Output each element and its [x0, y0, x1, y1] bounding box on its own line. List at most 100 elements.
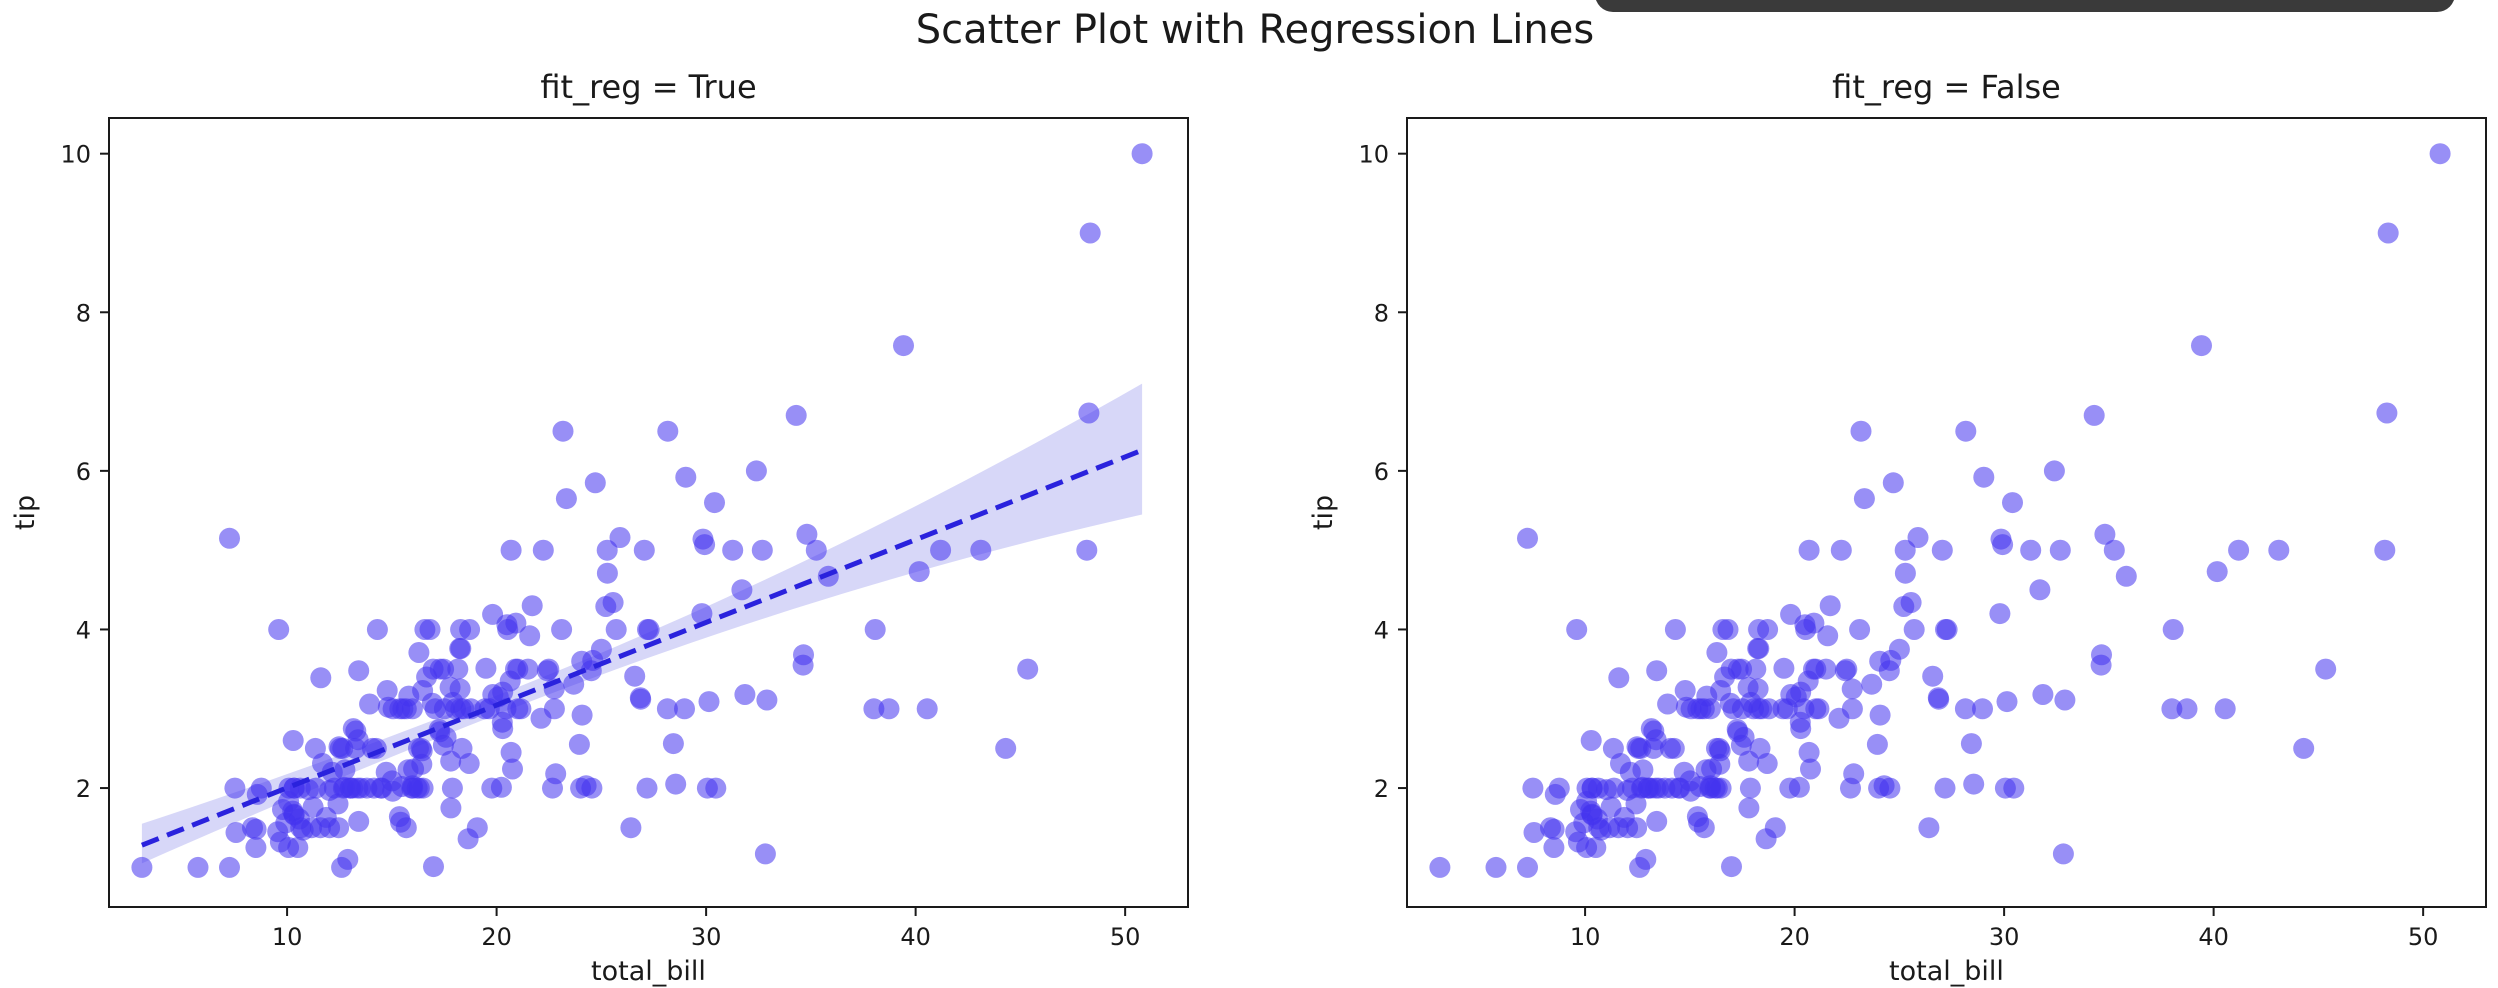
data-point	[1543, 818, 1565, 840]
data-point	[1429, 856, 1451, 878]
data-point	[1866, 733, 1888, 755]
data-point	[893, 335, 914, 357]
data-point	[675, 466, 697, 488]
data-point	[1710, 777, 1732, 799]
data-point	[1803, 612, 1825, 634]
x-tick-label: 40	[2198, 923, 2229, 951]
data-point	[1996, 691, 2018, 713]
y-tick-label: 6	[1374, 458, 1389, 486]
y-tick-label: 10	[1358, 141, 1389, 169]
data-point	[656, 698, 678, 720]
data-point	[2091, 644, 2112, 666]
data-point	[1721, 856, 1742, 878]
data-point	[441, 777, 463, 799]
data-point	[366, 619, 388, 640]
y-tick-label: 10	[60, 141, 91, 169]
data-point	[187, 856, 209, 878]
data-point	[1635, 848, 1657, 870]
data-point	[1523, 822, 1545, 843]
data-point	[734, 684, 756, 705]
data-point	[630, 688, 652, 710]
data-point	[475, 657, 497, 679]
y-tick-label: 6	[76, 458, 91, 486]
data-point	[1819, 595, 1841, 617]
data-point	[665, 773, 687, 795]
data-point	[225, 822, 247, 843]
data-point	[620, 817, 642, 839]
data-point	[2002, 492, 2023, 514]
data-point	[1830, 539, 1852, 561]
data-point	[1841, 678, 1863, 700]
data-point	[423, 856, 444, 878]
y-tick-label: 4	[1374, 616, 1389, 644]
data-point	[376, 680, 398, 701]
data-point	[459, 619, 481, 640]
data-point	[1646, 660, 1668, 682]
data-point	[2376, 402, 2398, 424]
data-point	[694, 534, 716, 556]
data-point	[1879, 777, 1901, 799]
scatter-panel-1: fit_reg = True 10 20 30 40 50 2 4 6 8 10 total_bill…	[10, 68, 1189, 987]
data-point	[2374, 539, 2396, 561]
panel-title: fit_reg = False	[1832, 68, 2061, 106]
data-point	[1800, 758, 1821, 780]
data-point	[1954, 698, 1976, 720]
data-point	[538, 658, 560, 680]
data-point	[1674, 680, 1696, 701]
data-point	[568, 733, 590, 755]
data-point	[1625, 793, 1647, 815]
data-point	[1861, 673, 1883, 695]
data-point	[2315, 658, 2337, 680]
data-point	[1756, 753, 1778, 774]
x-tick-label: 50	[1110, 923, 1141, 951]
data-point	[1894, 539, 1916, 561]
data-point	[1928, 688, 1950, 710]
data-point	[1922, 665, 1944, 687]
y-tick-label: 8	[76, 299, 91, 327]
data-point	[2052, 843, 2074, 865]
data-point	[2161, 698, 2183, 720]
data-point	[245, 818, 267, 840]
data-point	[605, 619, 627, 640]
data-point	[1992, 534, 2014, 556]
data-point	[1817, 625, 1839, 647]
data-point	[219, 856, 240, 878]
data-point	[1936, 619, 1958, 640]
data-point	[1960, 733, 1982, 755]
data-point	[1849, 619, 1871, 640]
data-point	[1733, 726, 1755, 748]
x-tick-label: 50	[2408, 923, 2439, 951]
data-point	[466, 817, 488, 839]
data-point	[490, 776, 512, 798]
data-point	[1078, 402, 1100, 424]
data-point	[2162, 619, 2184, 640]
data-point	[1841, 698, 1863, 720]
data-point	[1773, 657, 1795, 679]
data-point	[1739, 777, 1761, 799]
x-tick-label: 10	[272, 923, 303, 951]
data-point	[310, 667, 332, 689]
data-point	[624, 665, 646, 687]
data-point	[1808, 698, 1830, 720]
data-point	[754, 843, 776, 865]
data-point	[1853, 488, 1875, 510]
data-point	[636, 777, 658, 799]
y-axis-label: tip	[1308, 495, 1339, 530]
y-tick-label: 2	[1374, 775, 1389, 803]
data-point	[1664, 619, 1686, 640]
data-point	[2094, 523, 2116, 545]
data-point	[1869, 704, 1891, 726]
x-axis-label: total_bill	[1889, 956, 2004, 987]
data-point	[450, 638, 472, 659]
data-point	[674, 698, 695, 720]
data-point	[1706, 642, 1728, 663]
data-point	[2214, 698, 2236, 720]
data-point	[449, 678, 471, 700]
x-tick-label: 10	[1570, 923, 1601, 951]
regression-line	[140, 447, 1144, 848]
data-point	[657, 420, 679, 442]
data-point	[1079, 222, 1101, 244]
data-point	[551, 619, 573, 640]
x-tick-label: 30	[1989, 923, 2020, 951]
data-point	[287, 837, 309, 858]
